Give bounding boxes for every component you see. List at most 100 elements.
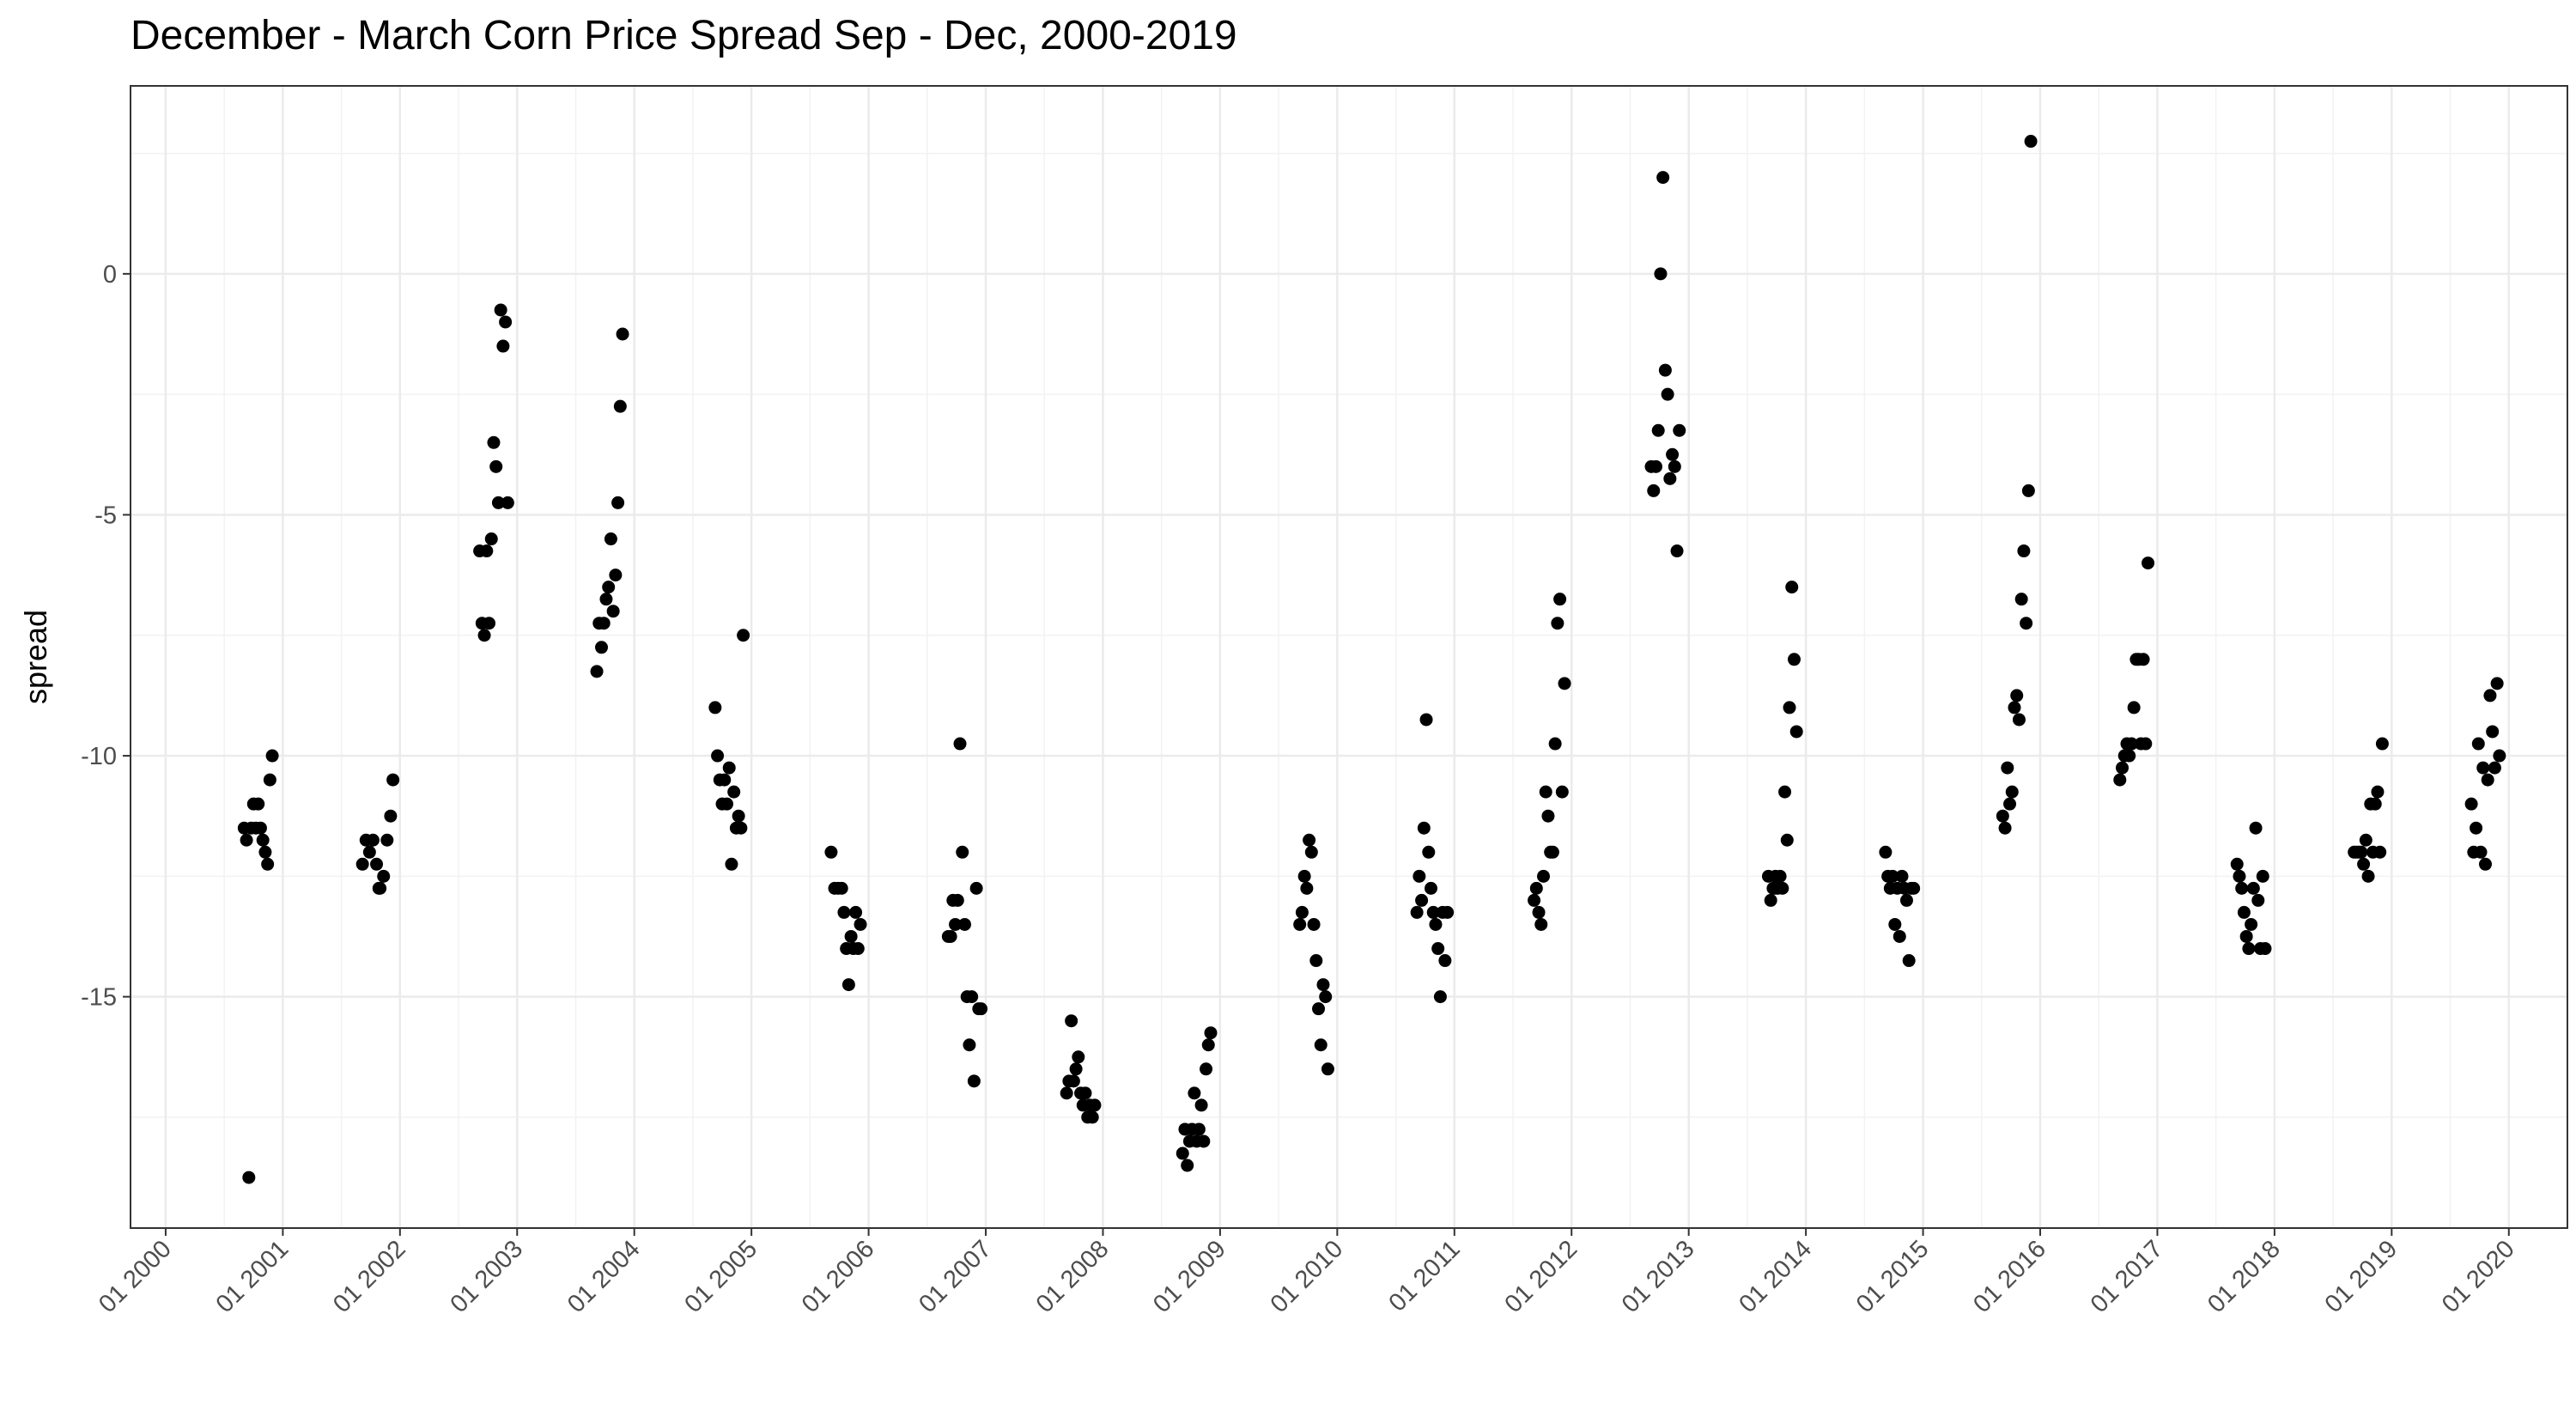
data-point [1546, 845, 1559, 859]
chart-title: December - March Corn Price Spread Sep -… [131, 13, 1237, 58]
data-point [963, 1038, 976, 1052]
data-point [1438, 954, 1452, 968]
x-tick-label: 01 2002 [328, 1235, 411, 1318]
data-point [494, 303, 507, 317]
data-point [355, 857, 369, 871]
x-tick-label: 01 2012 [1499, 1235, 1583, 1318]
data-point [1996, 809, 2009, 823]
data-point [2020, 617, 2033, 630]
data-point [1319, 990, 1333, 1004]
data-point [1295, 905, 1309, 919]
data-point [611, 496, 625, 509]
data-point [602, 581, 616, 594]
data-point [1879, 845, 1893, 859]
data-point [362, 845, 376, 859]
data-point [1060, 1086, 1073, 1100]
data-point [2478, 857, 2492, 871]
x-tick-label: 01 2010 [1266, 1235, 1349, 1318]
data-point [1415, 893, 1429, 907]
data-point [951, 893, 964, 907]
data-point [1417, 821, 1431, 835]
data-point [1304, 845, 1318, 859]
data-point [1666, 447, 1680, 461]
x-tick-label: 01 2011 [1384, 1235, 1466, 1317]
data-point [2258, 942, 2272, 956]
x-tick-label: 01 2000 [94, 1235, 177, 1318]
data-point [2251, 893, 2265, 907]
data-point [1785, 581, 1799, 594]
data-point [2012, 713, 2026, 727]
data-point [597, 617, 611, 630]
data-point [501, 496, 514, 509]
data-point [2139, 737, 2153, 751]
data-point [837, 905, 851, 919]
data-point [613, 399, 627, 413]
data-point [1649, 459, 1662, 473]
data-point [483, 617, 496, 630]
data-point [1769, 881, 1783, 895]
data-point [1429, 917, 1443, 931]
data-point [606, 605, 620, 618]
x-tick-label: 01 2013 [1617, 1235, 1700, 1318]
data-point [1661, 387, 1674, 401]
data-point [1307, 917, 1321, 931]
data-point [2483, 689, 2497, 702]
data-point [949, 917, 963, 931]
data-point [1536, 869, 1550, 883]
data-point [484, 532, 498, 546]
data-point [1764, 893, 1777, 907]
data-point [1300, 881, 1314, 895]
data-point [2003, 797, 2017, 811]
data-point [616, 327, 629, 341]
data-point [2359, 833, 2372, 847]
data-point [1201, 1038, 1215, 1052]
data-point [2123, 749, 2136, 763]
data-point [1663, 471, 1677, 485]
x-tick-label: 01 2019 [2320, 1235, 2403, 1318]
data-point [480, 544, 494, 558]
data-point [2464, 797, 2478, 811]
data-point [2256, 869, 2269, 883]
data-point [1541, 809, 1555, 823]
data-point [2486, 725, 2500, 739]
data-point [844, 929, 858, 943]
data-point [2490, 677, 2504, 690]
data-point [2014, 593, 2028, 606]
data-point [1647, 483, 1661, 497]
data-point [1907, 881, 1921, 895]
x-tick-label: 01 2003 [445, 1235, 528, 1318]
data-point [1194, 1098, 1208, 1112]
data-point [258, 845, 272, 859]
data-point [2368, 797, 2382, 811]
data-point [372, 881, 386, 895]
data-point [2488, 761, 2501, 775]
x-tick-label: 01 2007 [914, 1235, 997, 1318]
data-point [2493, 749, 2506, 763]
data-point [849, 905, 863, 919]
data-point [1297, 869, 1311, 883]
data-point [1309, 954, 1323, 968]
data-point [1534, 917, 1548, 931]
data-point [1670, 544, 1684, 558]
data-point [969, 881, 983, 895]
data-point [499, 315, 513, 329]
y-axis-title: spread [18, 610, 53, 704]
x-tick-label: 01 2017 [2086, 1235, 2169, 1318]
x-tick-label: 01 2005 [679, 1235, 762, 1318]
data-point [261, 857, 275, 871]
data-point [2373, 845, 2387, 859]
data-point [370, 857, 384, 871]
data-point [967, 1074, 981, 1088]
data-point [1532, 905, 1546, 919]
data-point [2246, 881, 2260, 895]
x-tick-label: 01 2006 [797, 1235, 880, 1318]
data-point [2470, 821, 2483, 835]
data-point [265, 749, 279, 763]
data-point [2237, 905, 2251, 919]
data-point [2361, 869, 2375, 883]
data-point [2136, 653, 2150, 666]
panel-border [130, 85, 2568, 1229]
data-point [1656, 171, 1670, 185]
data-point [1188, 1086, 1201, 1100]
